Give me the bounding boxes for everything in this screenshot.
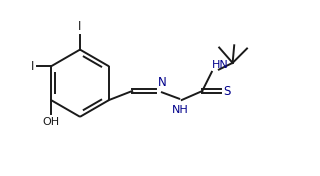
Text: I: I xyxy=(31,60,34,73)
Text: HN: HN xyxy=(212,60,228,70)
Text: S: S xyxy=(223,84,231,98)
Text: NH: NH xyxy=(172,105,188,115)
Text: I: I xyxy=(78,20,82,33)
Text: OH: OH xyxy=(42,117,60,127)
Text: N: N xyxy=(158,76,166,89)
